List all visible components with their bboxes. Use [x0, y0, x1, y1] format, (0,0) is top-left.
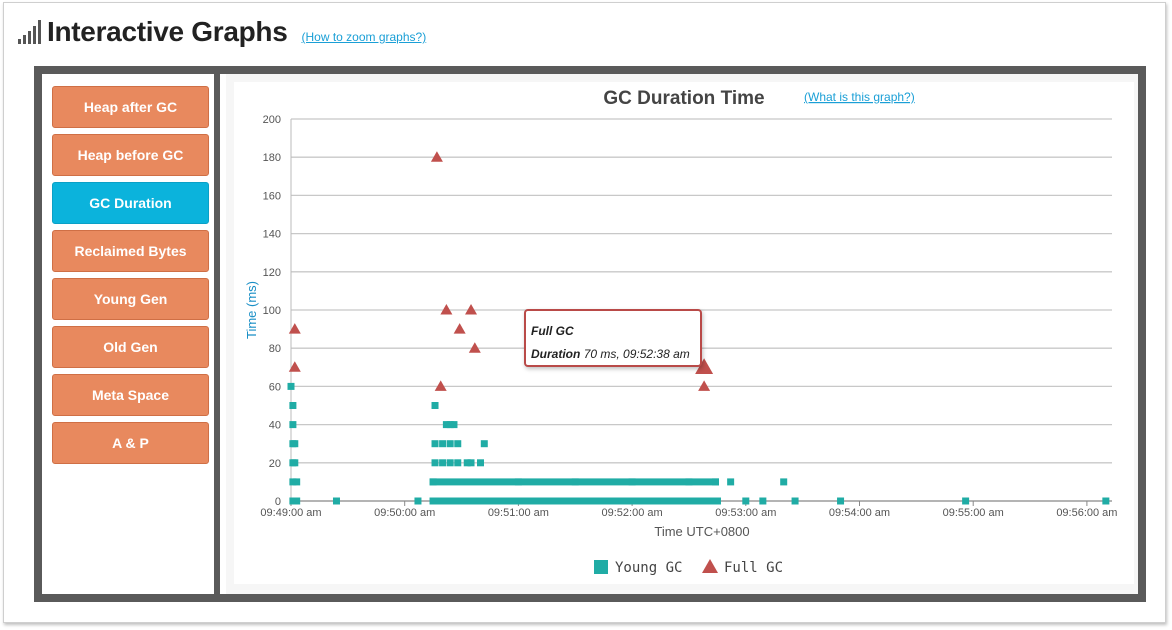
y-tick-label: 140 — [263, 229, 281, 241]
young-gc-point — [439, 440, 447, 448]
young-gc-point — [289, 478, 297, 486]
old-gen-button[interactable]: Old Gen — [52, 326, 209, 368]
y-tick-label: 80 — [269, 343, 281, 355]
full-gc-point — [434, 380, 447, 391]
young-gc-point — [446, 459, 454, 467]
heap-before-gc-button[interactable]: Heap before GC — [52, 134, 209, 176]
young-gc-point — [289, 497, 297, 505]
full-gc-point — [288, 323, 301, 334]
full-gc-point — [453, 323, 466, 334]
y-tick-label: 160 — [263, 190, 281, 202]
x-tick-label: 09:54:00 am — [829, 507, 890, 519]
young-gc-point — [439, 459, 447, 467]
young-gc-point — [477, 459, 484, 467]
y-tick-label: 0 — [275, 496, 281, 508]
graph-panel: Heap after GC Heap before GC GC Duration… — [34, 66, 1146, 602]
signal-bars-icon — [18, 20, 41, 44]
young-gc-point — [780, 478, 788, 486]
x-tick-label: 09:52:00 am — [602, 507, 663, 519]
young-gc-point — [291, 440, 299, 448]
young-gc-band-10 — [429, 478, 719, 486]
young-gc-point — [742, 497, 750, 505]
x-tick-label: 09:49:00 am — [260, 507, 321, 519]
y-tick-label: 120 — [263, 267, 281, 279]
young-gc-point — [446, 421, 454, 429]
young-gc-point — [727, 478, 735, 486]
meta-space-button[interactable]: Meta Space — [52, 374, 209, 416]
what-is-this-graph-link[interactable]: (What is this graph?) — [804, 90, 915, 104]
young-gc-point — [791, 497, 799, 505]
reclaimed-bytes-button[interactable]: Reclaimed Bytes — [52, 230, 209, 272]
y-tick-label: 200 — [263, 114, 281, 126]
y-axis-label: Time (ms) — [244, 281, 259, 339]
y-tick-label: 60 — [269, 381, 281, 393]
full-gc-point — [468, 342, 481, 353]
young-gc-point — [287, 382, 295, 390]
x-tick-label: 09:50:00 am — [374, 507, 435, 519]
tooltip-duration-label: Duration — [531, 347, 581, 361]
tooltip-duration-value: 70 ms, 09:52:38 am — [583, 347, 690, 361]
young-gc-point — [431, 440, 439, 448]
heap-after-gc-button[interactable]: Heap after GC — [52, 86, 209, 128]
young-gc-point — [446, 440, 454, 448]
young-gc-point — [414, 497, 422, 505]
young-gc-point — [442, 421, 450, 429]
full-gc-point — [698, 380, 711, 391]
x-tick-label: 09:51:00 am — [488, 507, 549, 519]
young-gc-point — [467, 459, 475, 467]
young-gc-point — [289, 402, 297, 409]
x-tick-label: 09:55:00 am — [943, 507, 1004, 519]
y-tick-label: 20 — [269, 458, 281, 470]
young-gc-point — [837, 497, 845, 505]
gc-duration-chart[interactable]: GC Duration Time (What is this graph?) 0 20… — [234, 82, 1134, 584]
young-gc-point — [480, 440, 488, 448]
page-header: Interactive Graphs (How to zoom graphs?) — [18, 12, 426, 52]
x-tick-label: 09:56:00 am — [1056, 507, 1117, 519]
full-gc-point-highlighted — [695, 358, 714, 375]
full-gc-point — [430, 151, 443, 162]
legend-young-gc-label: Young GC — [615, 560, 682, 576]
young-gc-point — [759, 497, 767, 505]
young-gc-point — [962, 497, 970, 505]
young-gc-point — [1102, 497, 1110, 505]
young-gc-point — [293, 478, 301, 486]
legend-full-gc-swatch — [702, 559, 718, 573]
full-gc-point — [288, 361, 301, 372]
y-tick-label: 180 — [263, 152, 281, 164]
young-gc-point — [454, 440, 462, 448]
full-gc-point — [440, 304, 453, 315]
young-gc-point — [332, 497, 340, 505]
young-gc-point — [431, 402, 439, 409]
legend-young-gc-swatch — [594, 560, 608, 574]
chart-tooltip: Full GC Duration 70 ms, 09:52:38 am — [524, 309, 702, 367]
tooltip-type: Full GC — [531, 324, 574, 338]
x-axis-label: Time UTC+0800 — [654, 524, 749, 539]
chart-area: GC Duration Time (What is this graph?) 0 20… — [226, 74, 1138, 594]
x-tick-label: 09:53:00 am — [715, 507, 776, 519]
full-gc-point — [465, 304, 478, 315]
young-gc-point — [431, 459, 439, 467]
y-tick-label: 100 — [263, 305, 281, 317]
gc-duration-button[interactable]: GC Duration — [52, 182, 209, 224]
young-gc-band-0 — [429, 497, 721, 505]
young-gc-point — [454, 459, 462, 467]
young-gc-point — [289, 421, 297, 429]
legend-full-gc-label: Full GC — [724, 560, 783, 576]
a-and-p-button[interactable]: A & P — [52, 422, 209, 464]
graph-sidebar: Heap after GC Heap before GC GC Duration… — [42, 74, 220, 594]
chart-title: GC Duration Time — [603, 88, 764, 109]
y-tick-label: 40 — [269, 420, 281, 432]
young-gc-point — [450, 421, 458, 429]
page-title: Interactive Graphs — [47, 16, 288, 47]
young-gc-point — [291, 459, 299, 467]
how-to-zoom-link[interactable]: (How to zoom graphs?) — [301, 30, 427, 44]
young-gc-point — [463, 459, 471, 467]
young-gc-point — [293, 497, 301, 505]
young-gen-button[interactable]: Young Gen — [52, 278, 209, 320]
